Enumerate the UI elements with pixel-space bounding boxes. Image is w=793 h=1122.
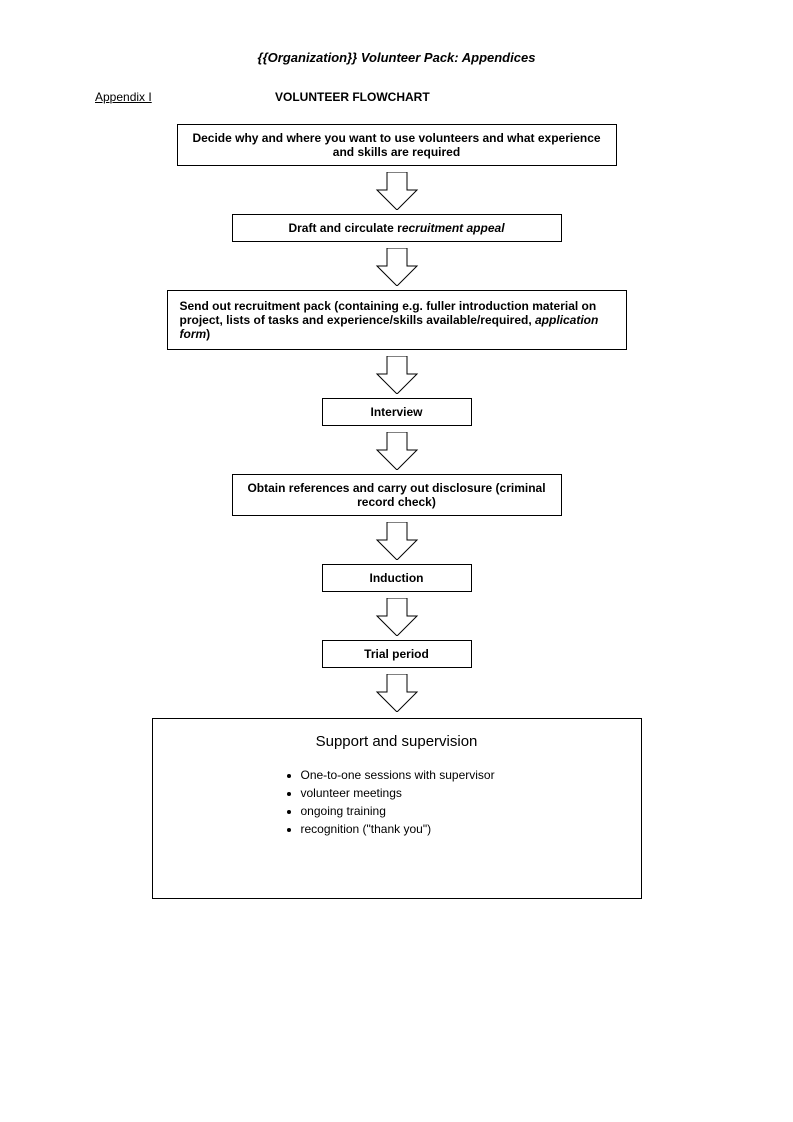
page-title: {{Organization}} Volunteer Pack: Appendi…	[0, 0, 793, 90]
node3-post: )	[206, 327, 210, 341]
flow-node-final: Support and supervision One-to-one sessi…	[152, 718, 642, 899]
flow-node-6: Induction	[322, 564, 472, 592]
appendix-label: Appendix I	[95, 90, 275, 104]
final-bullets: One-to-one sessions with supervisor volu…	[171, 766, 623, 838]
flowchart: Decide why and where you want to use vol…	[0, 124, 793, 899]
arrow-icon	[373, 356, 421, 394]
flow-node-7: Trial period	[322, 640, 472, 668]
flow-node-1: Decide why and where you want to use vol…	[177, 124, 617, 166]
flow-node-4: Interview	[322, 398, 472, 426]
arrow-icon	[373, 598, 421, 636]
node3-pre: Send out recruitment pack (containing e.…	[180, 299, 597, 327]
list-item: ongoing training	[301, 802, 623, 820]
node2-italic: ecruitment appeal	[402, 221, 505, 235]
list-item: recognition ("thank you")	[301, 820, 623, 838]
list-item: volunteer meetings	[301, 784, 623, 802]
arrow-icon	[373, 674, 421, 712]
node2-pre: Draft and circulate r	[288, 221, 401, 235]
final-title: Support and supervision	[171, 733, 623, 750]
section-title: VOLUNTEER FLOWCHART	[275, 90, 430, 104]
header-row: Appendix I VOLUNTEER FLOWCHART	[0, 90, 793, 104]
flow-node-2: Draft and circulate recruitment appeal	[232, 214, 562, 242]
flow-node-5: Obtain references and carry out disclosu…	[232, 474, 562, 516]
list-item: One-to-one sessions with supervisor	[301, 766, 623, 784]
flow-node-3: Send out recruitment pack (containing e.…	[167, 290, 627, 350]
arrow-icon	[373, 522, 421, 560]
arrow-icon	[373, 172, 421, 210]
arrow-icon	[373, 248, 421, 286]
arrow-icon	[373, 432, 421, 470]
